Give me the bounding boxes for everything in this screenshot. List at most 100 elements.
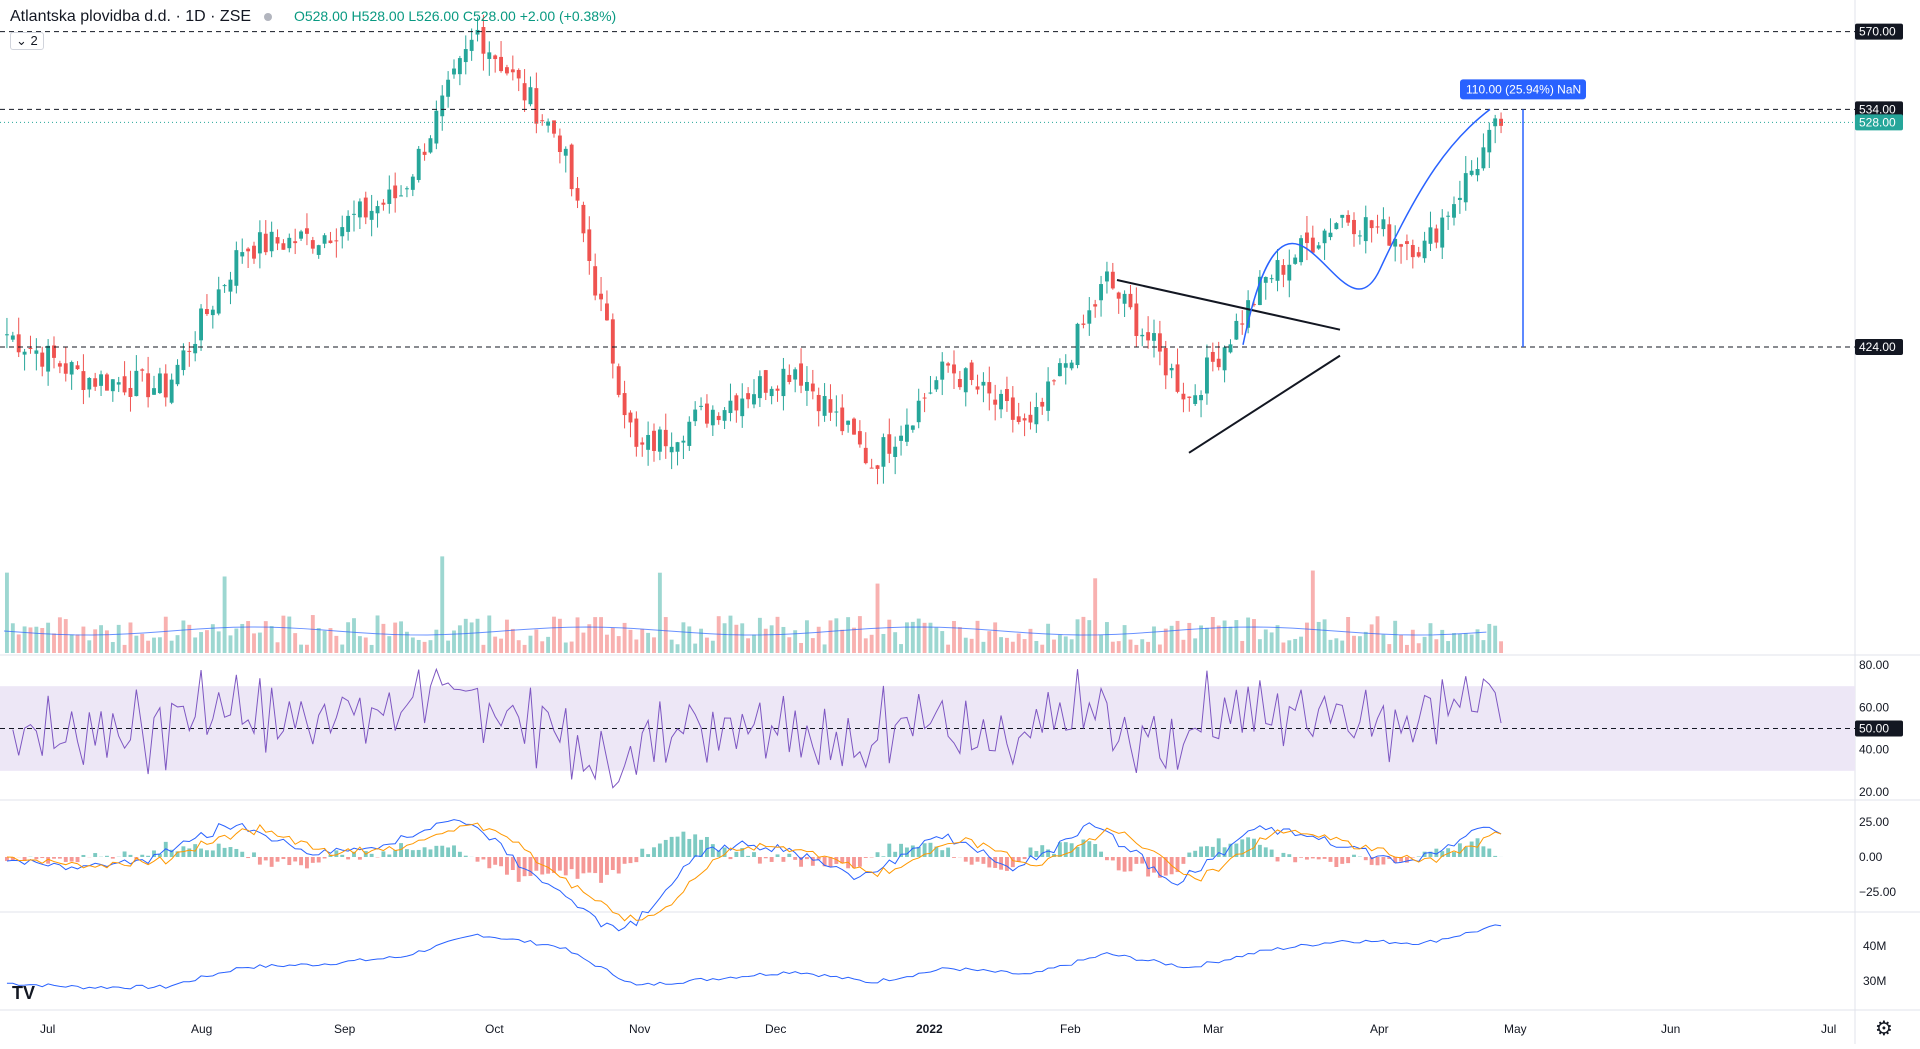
candle-body: [334, 240, 338, 241]
candle-body: [1470, 171, 1474, 175]
macd-histogram-bar: [1381, 857, 1385, 864]
volume-bar: [64, 619, 68, 653]
macd-histogram-bar: [1087, 841, 1091, 857]
volume-bar: [17, 634, 21, 653]
volume-bar: [1140, 639, 1144, 653]
macd-histogram-bar: [493, 857, 497, 865]
volume-bar: [846, 617, 850, 653]
candle-body: [746, 393, 750, 399]
candle-body: [970, 363, 974, 381]
candle-body: [1205, 357, 1209, 393]
candle-body: [870, 468, 874, 469]
macd-histogram-bar: [523, 857, 527, 876]
x-tick-label: Dec: [765, 1022, 786, 1036]
candle-body: [829, 399, 833, 413]
candle-body: [1487, 130, 1491, 152]
candle-body: [64, 363, 68, 373]
macd-histogram-bar: [111, 857, 115, 859]
tradingview-logo-icon[interactable]: TV: [12, 983, 35, 1004]
volume-bar: [981, 642, 985, 653]
volume-bar: [346, 622, 350, 653]
candle-body: [917, 401, 921, 422]
macd-histogram-bar: [211, 850, 215, 857]
volume-bar: [99, 625, 103, 653]
candle-body: [393, 186, 397, 199]
candle-body: [164, 373, 168, 397]
candle-body: [493, 55, 497, 59]
candle-body: [876, 465, 880, 469]
volume-bar: [258, 633, 262, 653]
macd-histogram-bar: [323, 857, 327, 858]
volume-bar: [517, 640, 521, 653]
candle-body: [999, 394, 1003, 409]
candle-body: [358, 201, 362, 217]
candle-body: [1240, 323, 1244, 324]
macd-histogram-bar: [634, 857, 638, 862]
macd-tick-label: −25.00: [1859, 885, 1896, 899]
volume-bar: [534, 630, 538, 653]
macd-histogram-bar: [593, 857, 597, 873]
candle-body: [1481, 147, 1485, 168]
volume-bar: [287, 617, 291, 653]
candle-body: [1140, 335, 1144, 336]
macd-histogram-bar: [270, 857, 274, 867]
candle-body: [1081, 323, 1085, 324]
volume-bar: [740, 623, 744, 653]
macd-histogram-bar: [952, 857, 956, 858]
macd-histogram-bar: [587, 857, 591, 873]
macd-histogram-bar: [887, 844, 891, 857]
volume-bar: [358, 636, 362, 653]
candle-body: [405, 188, 409, 189]
candle-body: [881, 437, 885, 467]
macd-histogram-bar: [1093, 844, 1097, 857]
volume-bar: [58, 617, 62, 653]
macd-histogram-bar: [1246, 837, 1250, 857]
candle-body: [893, 447, 897, 457]
candle-body: [1452, 204, 1456, 218]
macd-histogram-bar: [293, 857, 297, 861]
interval-label[interactable]: 1D: [185, 8, 205, 25]
candle-body: [305, 228, 309, 234]
macd-histogram-bar: [505, 857, 509, 875]
candle-body: [623, 393, 627, 415]
candle-body: [1117, 293, 1121, 299]
symbol-name[interactable]: Atlantska plovidba d.d.: [10, 8, 171, 25]
volume-bar: [193, 637, 197, 653]
candle-body: [70, 362, 74, 374]
volume-bar: [1046, 624, 1050, 653]
candle-body: [852, 419, 856, 435]
candle-body: [617, 366, 621, 395]
volume-bar: [1399, 635, 1403, 653]
gear-icon[interactable]: ⚙: [1875, 1016, 1893, 1041]
volume-bar: [317, 628, 321, 653]
volume-bar: [105, 630, 109, 653]
candle-body: [170, 380, 174, 403]
macd-histogram-bar: [287, 857, 291, 865]
macd-histogram-bar: [1023, 857, 1027, 859]
volume-bar: [470, 622, 474, 653]
candle-body: [458, 58, 462, 74]
volume-bar: [1276, 625, 1280, 653]
candle-body: [1323, 231, 1327, 244]
volume-bar: [176, 635, 180, 653]
volume-bar: [1423, 637, 1427, 653]
candle-body: [681, 441, 685, 443]
volume-bar: [864, 638, 868, 653]
candle-body: [723, 410, 727, 421]
macd-histogram-bar: [258, 857, 262, 865]
macd-histogram-bar: [1111, 857, 1115, 860]
macd-histogram-bar: [970, 857, 974, 865]
candle-body: [1464, 173, 1468, 202]
macd-histogram-bar: [629, 857, 633, 863]
macd-tick-label: 25.00: [1859, 815, 1889, 829]
volume-bar: [781, 627, 785, 653]
volume-bar: [5, 573, 9, 653]
candle-body: [758, 376, 762, 398]
volume-bar: [1099, 635, 1103, 653]
candle-body: [1229, 344, 1233, 352]
volume-bar: [1393, 621, 1397, 653]
indicators-collapse-button[interactable]: ⌄ 2: [10, 32, 44, 50]
volume-bar: [676, 644, 680, 653]
